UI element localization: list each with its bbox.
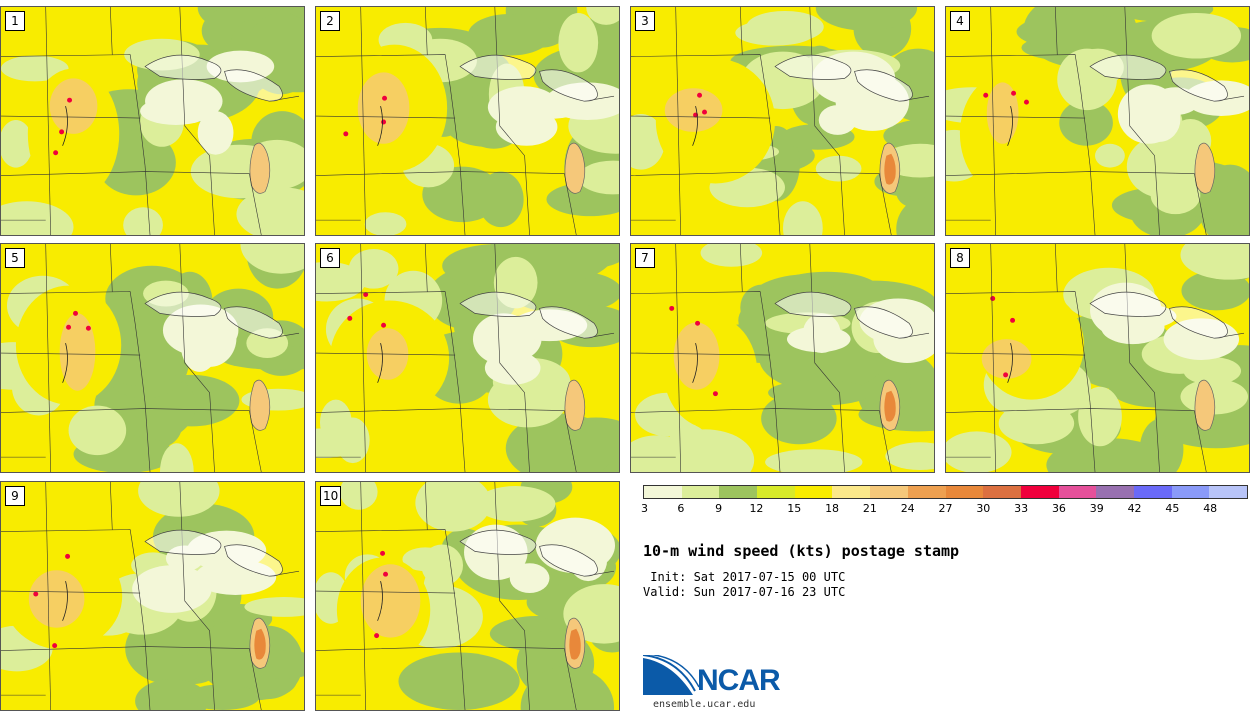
panel-number: 4	[950, 11, 970, 31]
colorbar-swatch	[681, 486, 720, 498]
colorbar-swatch	[832, 486, 871, 498]
map-panel-3: 3	[630, 6, 935, 236]
colorbar-tick-label: 24	[900, 502, 915, 515]
colorbar-tick-label: 3	[641, 502, 648, 515]
colorbar-tick-label: 42	[1127, 502, 1142, 515]
colorbar-swatch	[1209, 486, 1247, 498]
colorbar-swatch	[1096, 486, 1134, 498]
colorbar-tick-label: 36	[1051, 502, 1066, 515]
colorbar-swatch	[945, 486, 984, 498]
colorbar-tick-label: 30	[976, 502, 991, 515]
colorbar-tick-label: 18	[825, 502, 840, 515]
wind-speed-map	[631, 244, 934, 472]
colorbar-swatch	[907, 486, 946, 498]
map-panel-10: 10	[315, 481, 620, 711]
ncar-logo-text: NCAR	[697, 664, 781, 697]
wind-speed-map	[1, 7, 304, 235]
map-panel-9: 9	[0, 481, 305, 711]
colorbar-swatch	[644, 486, 682, 498]
panel-number: 1	[5, 11, 25, 31]
panel-number: 5	[5, 248, 25, 268]
wind-speed-map	[316, 7, 619, 235]
colorbar-swatch	[1171, 486, 1210, 498]
map-panel-8: 8	[945, 243, 1250, 473]
wind-speed-map	[316, 482, 619, 710]
panel-number: 7	[635, 248, 655, 268]
panel-number: 6	[320, 248, 340, 268]
colorbar-ticks: 3 6 9 12 15 18 21 24 27 30 33 36 39 42 45 48	[641, 502, 1248, 516]
colorbar-swatch	[1058, 486, 1097, 498]
colorbar-swatch	[1020, 486, 1059, 498]
wind-speed-map	[946, 7, 1249, 235]
chart-title: 10-m wind speed (kts) postage stamp	[643, 542, 960, 560]
wind-speed-map	[1, 244, 304, 472]
panel-number: 9	[5, 486, 25, 506]
panel-number: 10	[320, 486, 342, 506]
colorbar-tick-label: 9	[715, 502, 723, 515]
colorbar-tick-label: 48	[1203, 502, 1218, 515]
panel-number: 8	[950, 248, 970, 268]
colorbar-swatch	[870, 486, 908, 498]
map-panel-1: 1	[0, 6, 305, 236]
panel-number: 3	[635, 11, 655, 31]
colorbar-tick-label: 39	[1089, 502, 1104, 515]
colorbar-tick-label: 6	[677, 502, 685, 515]
colorbar-tick-label: 45	[1165, 502, 1180, 515]
valid-time: Valid: Sun 2017-07-16 23 UTC	[643, 585, 846, 599]
colorbar-tick-label: 33	[1014, 502, 1029, 515]
site-url: ensemble.ucar.edu	[653, 699, 756, 710]
wind-speed-map	[631, 7, 934, 235]
colorbar-tick-label: 12	[749, 502, 764, 515]
colorbar-swatch	[1133, 486, 1172, 498]
wind-speed-map	[1, 482, 304, 710]
ncar-logo-icon	[643, 655, 700, 695]
map-panel-7: 7	[630, 243, 935, 473]
colorbar-tick-label: 21	[862, 502, 877, 515]
wind-speed-map	[946, 244, 1249, 472]
map-panel-2: 2	[315, 6, 620, 236]
colorbar-swatch	[757, 486, 795, 498]
panel-number: 2	[320, 11, 340, 31]
colorbar-swatch	[794, 486, 833, 498]
colorbar-tick-label: 15	[787, 502, 802, 515]
map-panel-5: 5	[0, 243, 305, 473]
init-time: Init: Sat 2017-07-15 00 UTC	[643, 570, 846, 584]
colorbar-swatch	[719, 486, 758, 498]
colorbar-tick-label: 27	[938, 502, 953, 515]
map-panel-4: 4	[945, 6, 1250, 236]
wind-speed-colorbar	[643, 485, 1248, 499]
wind-speed-map	[316, 244, 619, 472]
colorbar-swatch	[983, 486, 1021, 498]
map-panel-6: 6	[315, 243, 620, 473]
